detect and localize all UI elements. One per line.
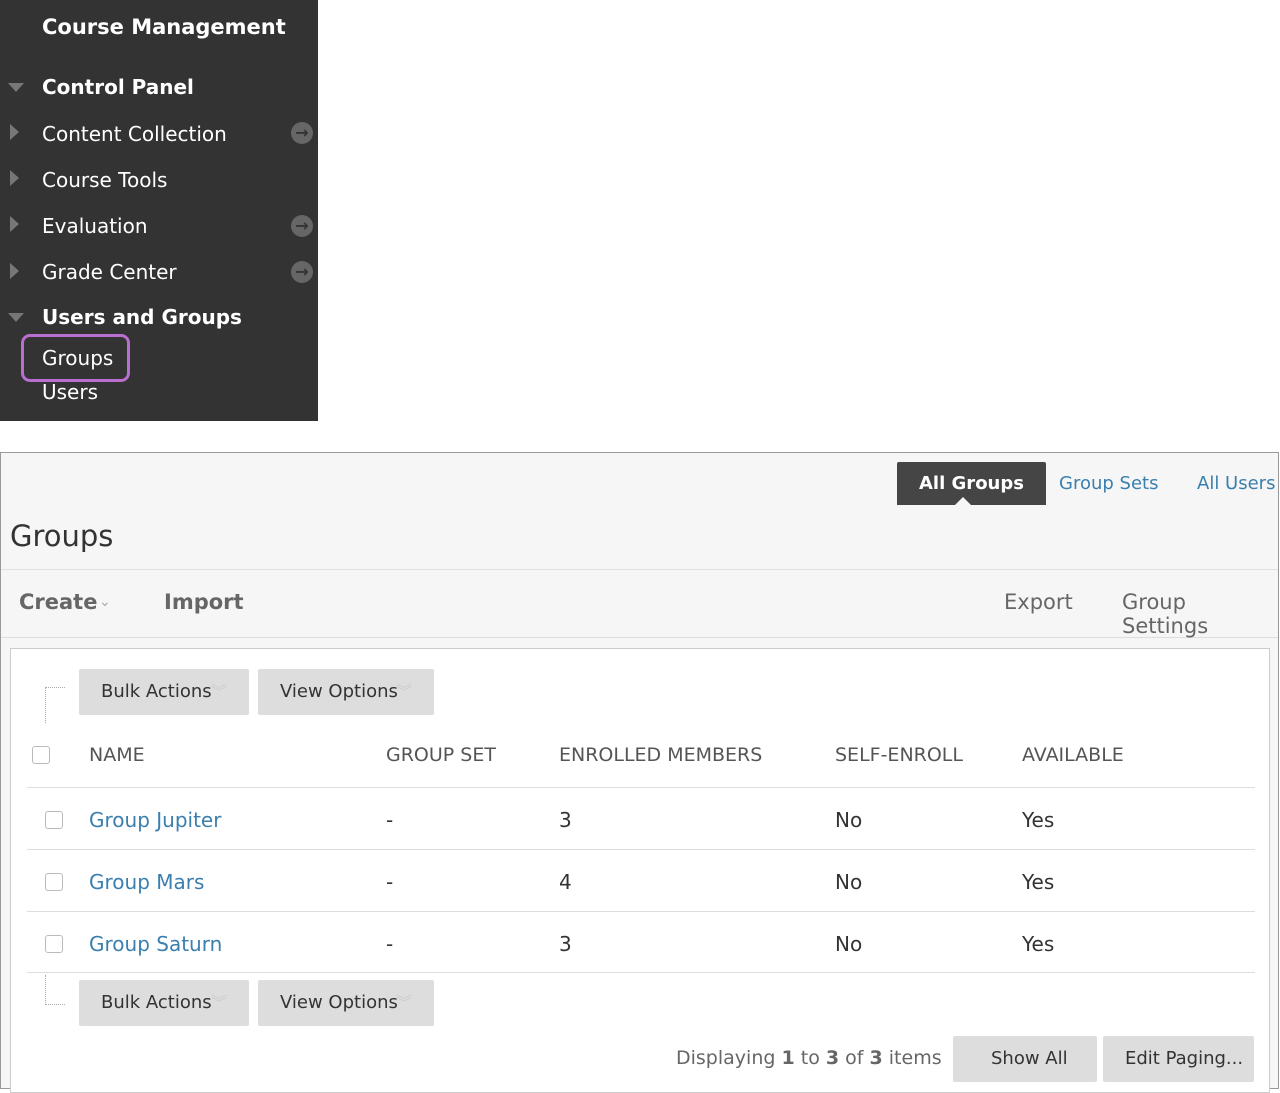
arrow-right-icon[interactable]: → <box>291 215 313 237</box>
view-options-button[interactable]: View Options ︾ <box>258 980 434 1026</box>
expand-icon[interactable] <box>10 124 19 140</box>
chevron-down-icon: ︾ <box>210 682 227 701</box>
expand-icon[interactable] <box>10 263 19 279</box>
course-management-menu: Course Management Control Panel Content … <box>0 0 318 421</box>
show-all-button[interactable]: Show All <box>953 1036 1097 1082</box>
self-enroll-cell: No <box>835 932 863 956</box>
page-title: Groups <box>10 519 114 553</box>
collapse-icon[interactable] <box>8 83 24 92</box>
table-row: Group Mars - 4 No Yes <box>27 849 1255 911</box>
group-name-link[interactable]: Group Jupiter <box>89 808 222 832</box>
menu-item-groups[interactable]: Groups <box>42 346 114 370</box>
column-header-self-enroll[interactable]: SELF-ENROLL <box>835 744 963 766</box>
menu-item-content-collection[interactable]: Content Collection <box>42 122 227 146</box>
self-enroll-cell: No <box>835 808 863 832</box>
view-options-label: View Options <box>280 681 398 702</box>
group-set-cell: - <box>386 932 394 956</box>
group-set-cell: - <box>386 808 394 832</box>
view-options-button[interactable]: View Options ︾ <box>258 669 434 715</box>
arrow-right-icon[interactable]: → <box>291 261 313 283</box>
hook-arrow-icon <box>45 975 65 1005</box>
group-name-link[interactable]: Group Saturn <box>89 932 223 956</box>
groups-table: Bulk Actions ︾ View Options ︾ NAME GROUP S… <box>10 648 1270 1093</box>
bulk-actions-label: Bulk Actions <box>101 992 212 1013</box>
tab-all-users[interactable]: All Users <box>1197 473 1276 494</box>
highlight-box <box>21 334 130 382</box>
row-checkbox[interactable] <box>45 811 63 829</box>
group-set-cell: - <box>386 870 394 894</box>
create-button[interactable]: Create <box>19 590 98 614</box>
select-all-checkbox[interactable] <box>32 746 50 764</box>
import-button[interactable]: Import <box>164 590 244 614</box>
column-header-group-set[interactable]: GROUP SET <box>386 744 496 766</box>
chevron-down-icon: ︾ <box>210 993 227 1012</box>
table-row: Group Saturn - 3 No Yes <box>27 911 1255 973</box>
view-options-label: View Options <box>280 992 398 1013</box>
chevron-down-icon[interactable]: ⌄ <box>99 594 111 610</box>
chevron-down-icon: ︾ <box>395 993 412 1012</box>
available-cell: Yes <box>1022 932 1055 956</box>
bulk-actions-label: Bulk Actions <box>101 681 212 702</box>
column-header-available[interactable]: AVAILABLE <box>1022 744 1124 766</box>
edit-paging-button[interactable]: Edit Paging... <box>1103 1036 1254 1082</box>
group-settings-button[interactable]: Group Settings <box>1122 590 1209 638</box>
enrolled-cell: 3 <box>559 932 572 956</box>
menu-title: Course Management <box>42 15 286 39</box>
group-name-link[interactable]: Group Mars <box>89 870 205 894</box>
collapse-icon[interactable] <box>8 313 24 322</box>
expand-icon[interactable] <box>10 216 19 232</box>
tab-group-sets[interactable]: Group Sets <box>1059 473 1159 494</box>
enrolled-cell: 3 <box>559 808 572 832</box>
bulk-actions-button[interactable]: Bulk Actions ︾ <box>79 980 249 1026</box>
users-and-groups-heading[interactable]: Users and Groups <box>42 305 242 329</box>
column-header-name[interactable]: NAME <box>89 744 145 766</box>
self-enroll-cell: No <box>835 870 863 894</box>
menu-item-evaluation[interactable]: Evaluation <box>42 214 148 238</box>
available-cell: Yes <box>1022 870 1055 894</box>
hook-arrow-icon <box>45 687 65 723</box>
paging-summary: Displaying 1 to 3 of 3 items <box>676 1047 942 1069</box>
menu-item-course-tools[interactable]: Course Tools <box>42 168 168 192</box>
action-bar: Create ⌄ Import Export Group Settings <box>1 569 1278 638</box>
available-cell: Yes <box>1022 808 1055 832</box>
row-checkbox[interactable] <box>45 873 63 891</box>
tab-all-groups[interactable]: All Groups <box>897 462 1046 506</box>
chevron-down-icon: ︾ <box>395 682 412 701</box>
menu-item-grade-center[interactable]: Grade Center <box>42 260 177 284</box>
table-row: Group Jupiter - 3 No Yes <box>27 787 1255 849</box>
bulk-actions-button[interactable]: Bulk Actions ︾ <box>79 669 249 715</box>
export-button[interactable]: Export <box>1004 590 1073 614</box>
groups-panel: All Groups Group Sets All Users Groups C… <box>0 452 1279 1093</box>
expand-icon[interactable] <box>10 170 19 186</box>
row-checkbox[interactable] <box>45 935 63 953</box>
arrow-right-icon[interactable]: → <box>291 122 313 144</box>
control-panel-heading[interactable]: Control Panel <box>42 75 194 99</box>
column-header-enrolled[interactable]: ENROLLED MEMBERS <box>559 744 763 766</box>
enrolled-cell: 4 <box>559 870 572 894</box>
menu-item-users[interactable]: Users <box>42 380 99 404</box>
